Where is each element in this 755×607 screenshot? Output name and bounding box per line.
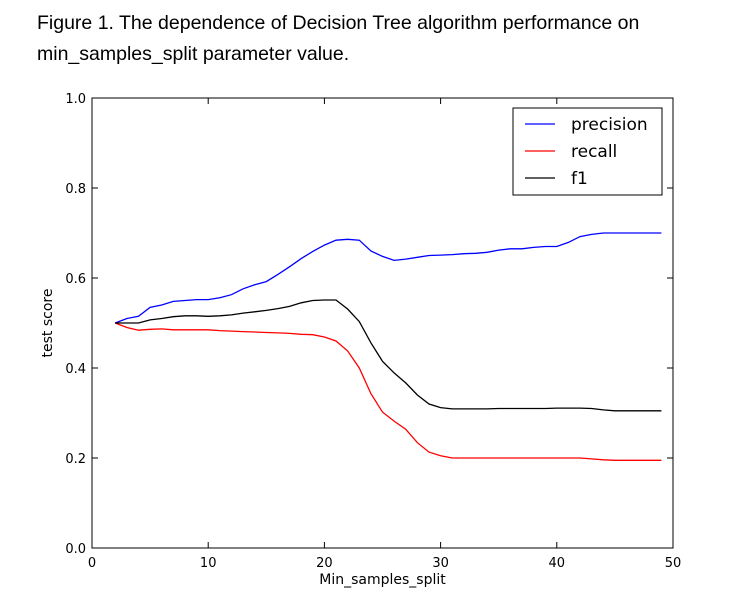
ticks-layer: 0 10 20 30 40 50 0.0 0.2 0.4 0.6 0.8 1.0 bbox=[65, 92, 681, 571]
x-axis-label: Min_samples_split bbox=[319, 572, 446, 588]
legend-label-precision: precision bbox=[571, 115, 648, 135]
x-tick-label: 20 bbox=[316, 556, 333, 571]
series-line-recall bbox=[114, 322, 662, 461]
x-tick-label: 30 bbox=[432, 556, 449, 571]
x-tick-label: 10 bbox=[200, 556, 217, 571]
legend-label-f1: f1 bbox=[571, 169, 588, 189]
series-line-f1 bbox=[115, 299, 662, 412]
x-tick-label: 40 bbox=[549, 556, 566, 571]
legend-label-recall: recall bbox=[571, 142, 617, 162]
y-tick-label: 0.8 bbox=[65, 182, 86, 197]
x-tick-label: 50 bbox=[665, 556, 682, 571]
y-tick-label: 0.0 bbox=[65, 542, 86, 557]
figure-caption: Figure 1. The dependence of Decision Tre… bbox=[37, 12, 640, 65]
y-axis-label: test score bbox=[40, 289, 56, 358]
y-tick-label: 0.4 bbox=[65, 362, 86, 377]
y-tick-label: 0.2 bbox=[65, 452, 86, 467]
series-line-precision bbox=[114, 232, 662, 324]
legend: precision recall f1 bbox=[512, 107, 663, 196]
plot-frame bbox=[91, 97, 674, 549]
y-tick-label: 1.0 bbox=[65, 92, 86, 107]
x-tick-label: 0 bbox=[88, 556, 96, 571]
y-tick-label: 0.6 bbox=[65, 272, 86, 287]
series-layer bbox=[114, 232, 662, 461]
